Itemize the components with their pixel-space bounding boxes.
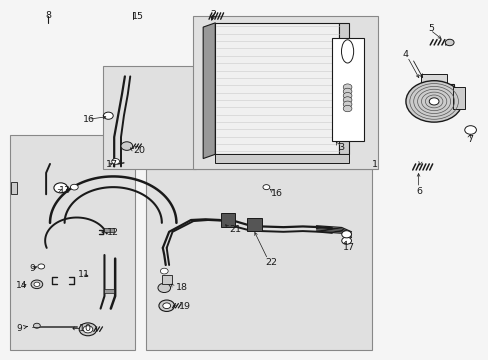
Circle shape	[34, 282, 40, 287]
Circle shape	[163, 303, 170, 309]
Circle shape	[79, 323, 97, 336]
Text: ←10: ←10	[72, 324, 92, 333]
Circle shape	[445, 39, 453, 46]
Text: 2: 2	[210, 10, 216, 19]
Text: 9: 9	[16, 324, 27, 333]
Bar	[103, 66, 196, 169]
Circle shape	[341, 231, 351, 238]
Bar	[246, 218, 261, 231]
Text: 9: 9	[30, 264, 37, 273]
Text: 4: 4	[402, 50, 407, 59]
Text: 16: 16	[83, 116, 95, 125]
Polygon shape	[215, 23, 339, 154]
Text: 21: 21	[228, 225, 241, 234]
Circle shape	[121, 142, 132, 150]
Bar	[221, 213, 234, 227]
Text: 17: 17	[106, 161, 118, 170]
Text: 19: 19	[179, 302, 190, 311]
Circle shape	[405, 81, 461, 122]
Bar	[452, 87, 464, 109]
Circle shape	[103, 112, 113, 119]
Circle shape	[83, 326, 93, 333]
Text: 11: 11	[78, 270, 90, 279]
Bar	[215, 154, 348, 163]
Circle shape	[343, 88, 351, 95]
Circle shape	[158, 283, 170, 293]
Circle shape	[343, 84, 351, 90]
Text: 22: 22	[264, 258, 276, 267]
Circle shape	[112, 158, 119, 164]
Bar	[193, 16, 377, 169]
Bar	[104, 289, 114, 293]
Text: 15: 15	[131, 12, 143, 21]
Bar	[331, 38, 363, 141]
Circle shape	[54, 183, 67, 193]
Circle shape	[343, 105, 351, 112]
Bar	[162, 275, 171, 284]
Bar	[10, 135, 135, 350]
Text: 17: 17	[342, 243, 354, 252]
Circle shape	[33, 323, 40, 328]
Bar	[11, 182, 17, 194]
Circle shape	[160, 268, 168, 274]
Text: 3: 3	[337, 143, 343, 152]
Circle shape	[263, 185, 269, 190]
Bar	[420, 73, 447, 84]
Bar	[416, 84, 453, 103]
Circle shape	[343, 93, 351, 99]
Text: 8: 8	[45, 11, 51, 20]
Polygon shape	[203, 23, 215, 158]
Circle shape	[38, 264, 44, 269]
Text: 7: 7	[466, 135, 472, 144]
Circle shape	[341, 237, 351, 244]
Text: 5: 5	[427, 24, 433, 33]
Text: 6: 6	[416, 187, 422, 196]
Circle shape	[464, 126, 475, 134]
Text: 1: 1	[371, 161, 377, 170]
Circle shape	[70, 184, 78, 190]
Circle shape	[31, 280, 42, 289]
Bar	[146, 169, 371, 350]
Circle shape	[343, 97, 351, 103]
Circle shape	[343, 101, 351, 108]
Ellipse shape	[341, 40, 353, 63]
Circle shape	[159, 300, 174, 311]
Text: 16: 16	[271, 189, 283, 198]
Bar	[339, 23, 348, 154]
Text: 12: 12	[107, 228, 119, 237]
Circle shape	[428, 98, 438, 105]
Text: 14: 14	[16, 281, 27, 290]
Text: 18: 18	[175, 283, 187, 292]
Bar	[104, 228, 114, 232]
Text: 13: 13	[59, 186, 71, 195]
Text: 20: 20	[133, 146, 145, 155]
